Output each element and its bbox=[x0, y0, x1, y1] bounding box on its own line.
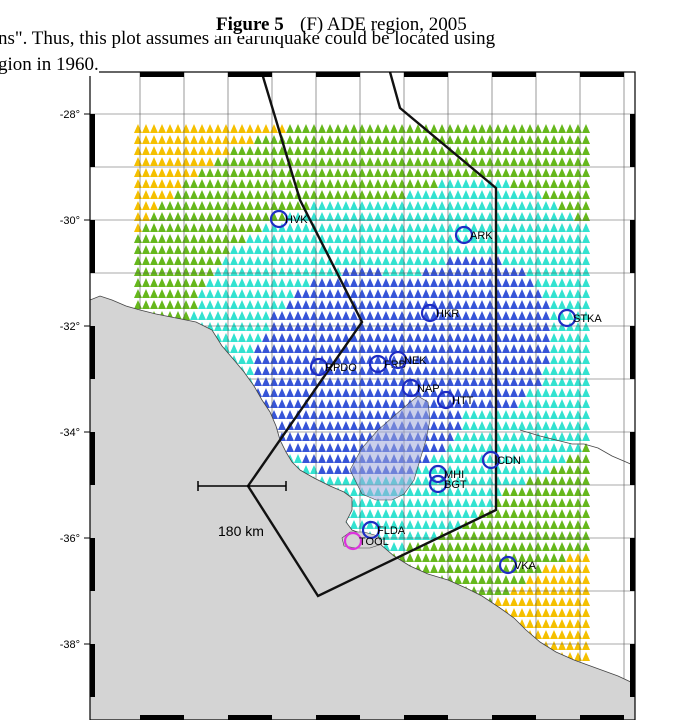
frame-segment-right bbox=[630, 538, 635, 591]
figure-label: Figure 5 bbox=[216, 14, 284, 36]
scale-bar: 180 km bbox=[197, 481, 287, 539]
lat-tick-label: -36° bbox=[60, 533, 80, 545]
east-coast bbox=[519, 429, 635, 467]
station-code: FLDA bbox=[377, 525, 406, 537]
station-marker bbox=[388, 350, 408, 370]
frame-segment-right bbox=[630, 220, 635, 273]
coastline bbox=[90, 295, 635, 720]
gulf-peninsula bbox=[349, 395, 431, 501]
station-code: STKA bbox=[573, 313, 602, 325]
station-code: CDN bbox=[497, 455, 521, 467]
frame-segment-left bbox=[90, 538, 95, 591]
frame-segment-right bbox=[630, 432, 635, 485]
station-marker bbox=[481, 450, 501, 470]
station-code: HKR bbox=[436, 308, 459, 320]
lat-tick-label: -32° bbox=[60, 321, 80, 333]
station-code: NEK bbox=[404, 355, 427, 367]
station-marker bbox=[428, 474, 448, 494]
frame-segment-right bbox=[630, 326, 635, 379]
frame-segment-right bbox=[630, 644, 635, 697]
detection-zone-grid bbox=[134, 124, 590, 661]
frame-segment-top bbox=[140, 72, 184, 77]
station-code: FRB bbox=[384, 359, 406, 371]
station-code: RPDO bbox=[325, 362, 357, 374]
latitude-axis: -28° -30° -32° -34° -36° -38° bbox=[60, 109, 90, 651]
station-marker bbox=[428, 464, 448, 484]
frame-segment-top bbox=[580, 72, 624, 77]
ade-region-boundary bbox=[246, 72, 498, 598]
station-code: VKA bbox=[514, 560, 537, 572]
zone-triangles bbox=[134, 124, 590, 628]
lat-tick-label: -30° bbox=[60, 215, 80, 227]
caption-area: ns". Thus, this plot assumes an earthqua… bbox=[0, 0, 690, 76]
station-marker bbox=[309, 357, 329, 377]
frame-segment-bottom bbox=[404, 715, 448, 720]
frame-segment-bottom bbox=[492, 715, 536, 720]
frame-outline bbox=[89, 71, 636, 720]
station-marker bbox=[454, 225, 474, 245]
frame-segment-right bbox=[630, 114, 635, 167]
station-code: TOOL bbox=[359, 536, 389, 548]
frame-segment-top bbox=[316, 72, 360, 77]
figure-title: (F) ADE region, 2005 bbox=[300, 14, 467, 35]
frame-segment-left bbox=[90, 326, 95, 379]
frame-segment-bottom bbox=[228, 715, 272, 720]
station-marker bbox=[436, 390, 456, 410]
station-code: HVK bbox=[285, 214, 308, 226]
frame-segment-left bbox=[90, 432, 95, 485]
frame-segment-bottom bbox=[316, 715, 360, 720]
lat-tick-label: -38° bbox=[60, 639, 80, 651]
station-code: ARK bbox=[470, 230, 493, 242]
station-marker bbox=[343, 531, 363, 551]
body-text-line-2: gion in 1960. bbox=[0, 54, 99, 76]
frame-segment-left bbox=[90, 644, 95, 697]
lat-tick-label: -28° bbox=[60, 109, 80, 121]
station-marker bbox=[401, 378, 421, 398]
frame-segment-left bbox=[90, 114, 95, 167]
station-marker bbox=[368, 354, 388, 374]
station-marker bbox=[361, 520, 381, 540]
lat-tick-label: -34° bbox=[60, 427, 80, 439]
station-marker bbox=[498, 555, 518, 575]
frame-segment-bottom bbox=[580, 715, 624, 720]
body-text-line-1: ns". Thus, this plot assumes an earthqua… bbox=[0, 28, 496, 49]
station-code: BGT bbox=[444, 479, 467, 491]
station-marker bbox=[420, 303, 440, 323]
station-marker bbox=[557, 308, 577, 328]
frame-segment-bottom bbox=[140, 715, 184, 720]
station-code: NAP bbox=[417, 383, 440, 395]
frame-segment-top bbox=[228, 72, 272, 77]
station-code: MHI bbox=[444, 469, 464, 481]
land-west bbox=[90, 295, 635, 720]
zone-triangles bbox=[182, 179, 590, 551]
station-marker bbox=[269, 209, 289, 229]
frame-segment-top bbox=[404, 72, 448, 77]
frame-segment-left bbox=[90, 220, 95, 273]
map-frame bbox=[89, 71, 636, 720]
frame-segment-top bbox=[492, 72, 536, 77]
scale-bar-label: 180 km bbox=[218, 523, 264, 539]
station-code: HTT bbox=[452, 395, 474, 407]
